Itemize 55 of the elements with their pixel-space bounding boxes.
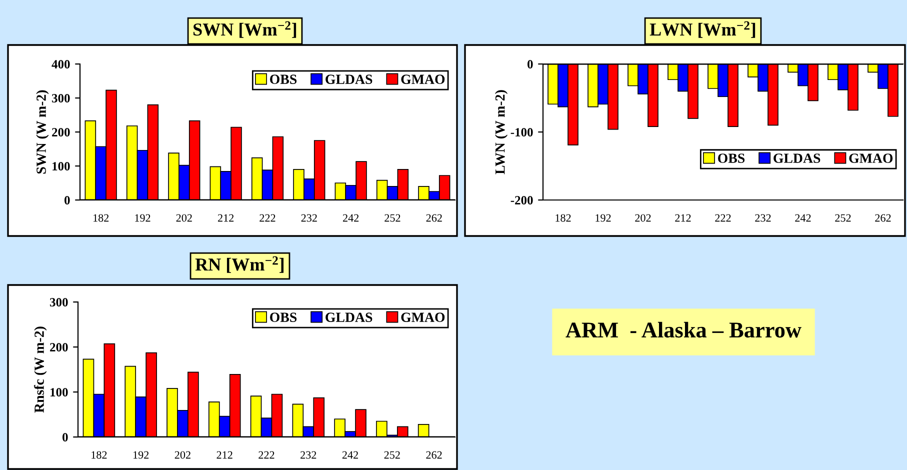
- legend-label: GLDAS: [774, 154, 820, 163]
- y-tick-label: 400: [52, 60, 70, 68]
- x-tick-label: 182: [93, 214, 109, 222]
- x-tick-label: 222: [260, 214, 276, 222]
- x-tick-label: 192: [133, 451, 149, 459]
- y-tick-label: 100: [52, 162, 70, 170]
- x-tick-label: 212: [218, 214, 234, 222]
- y-tick-label: 300: [52, 94, 70, 102]
- y-tick-label: -100: [510, 128, 533, 136]
- chart-title: SWN [Wm$^{−2}$]: [194, 21, 296, 38]
- legend-label: GLDAS: [326, 74, 372, 84]
- x-tick-label: 242: [342, 451, 358, 459]
- x-tick-label: 182: [92, 451, 107, 459]
- legend-label: GMAO: [849, 154, 893, 163]
- legend-label: OBS: [718, 154, 745, 163]
- legend-label: OBS: [270, 74, 297, 84]
- y-axis-title: SWN (W m-2): [36, 90, 49, 174]
- y-tick-label: 0: [64, 196, 70, 204]
- y-axis-title: Rnsfc (W m-2): [34, 326, 47, 413]
- chart-title: LWN [Wm$^{−2}$]: [650, 21, 756, 38]
- x-tick-label: 262: [426, 451, 442, 459]
- y-tick-label: 200: [52, 128, 70, 136]
- text: ARM - Alaska – Barrow: [566, 322, 802, 338]
- y-tick-label: -200: [510, 196, 533, 204]
- x-tick-label: 232: [300, 451, 316, 459]
- y-axis-title: LWN (W m-2): [494, 90, 508, 174]
- x-tick-label: 262: [875, 214, 891, 222]
- x-tick-label: 232: [755, 214, 771, 222]
- x-tick-label: 252: [384, 451, 400, 459]
- x-tick-label: 212: [216, 451, 232, 459]
- y-tick-label: 0: [62, 433, 68, 442]
- x-tick-label: 232: [301, 214, 317, 222]
- chart-title: RN [Wm$^{−2}$]: [195, 256, 284, 273]
- x-tick-label: 252: [835, 214, 851, 222]
- x-tick-label: 252: [384, 214, 400, 222]
- legend-label: OBS: [270, 312, 297, 322]
- x-tick-label: 202: [174, 451, 190, 459]
- y-tick-label: 100: [50, 388, 68, 396]
- x-tick-label: 192: [596, 214, 611, 222]
- x-tick-label: 202: [176, 214, 192, 222]
- x-tick-label: 192: [135, 214, 150, 222]
- x-tick-label: 242: [342, 214, 359, 222]
- legend-label: GMAO: [401, 74, 445, 84]
- legend-label: GMAO: [401, 312, 445, 322]
- y-tick-label: 300: [50, 298, 68, 306]
- legend-label: GLDAS: [326, 312, 372, 322]
- x-tick-label: 212: [675, 214, 691, 222]
- x-tick-label: 242: [795, 214, 811, 222]
- x-tick-label: 202: [635, 214, 651, 222]
- y-tick-label: 0: [528, 60, 533, 68]
- x-tick-label: 182: [556, 214, 571, 222]
- y-tick-label: 200: [50, 343, 68, 352]
- x-tick-label: 222: [715, 214, 731, 222]
- x-tick-label: 222: [258, 451, 274, 459]
- x-tick-label: 262: [426, 214, 442, 222]
